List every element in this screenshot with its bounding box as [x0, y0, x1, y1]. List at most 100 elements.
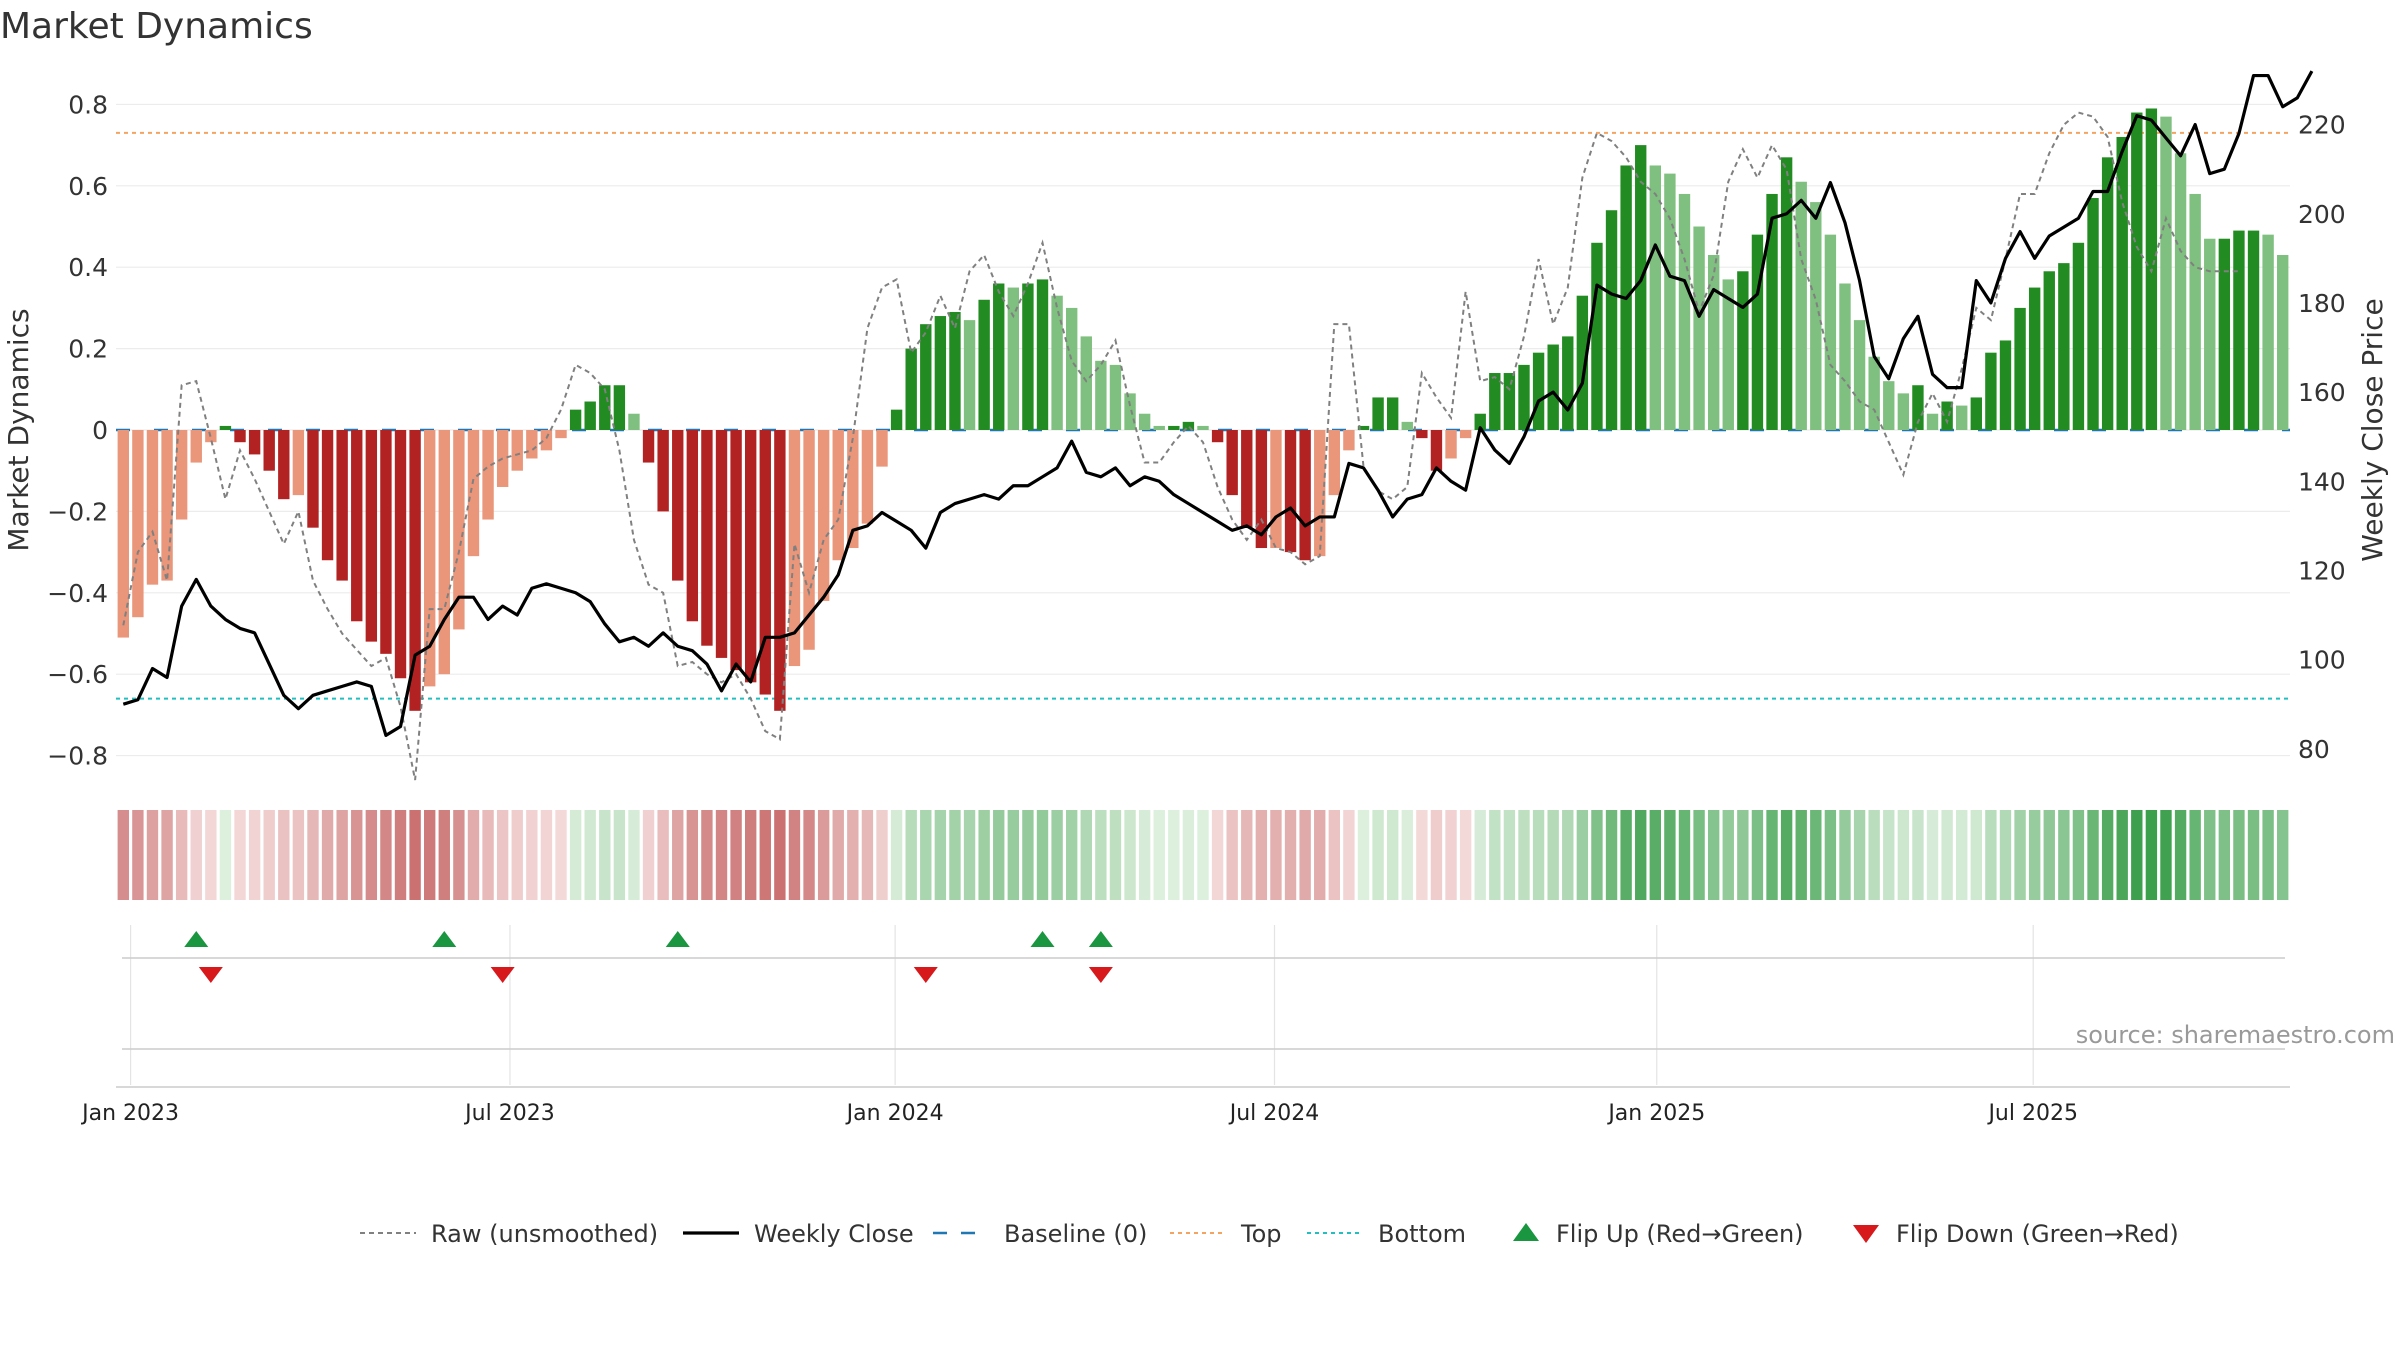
- md-bar: [146, 430, 159, 585]
- heat-cell: [190, 810, 202, 900]
- md-bar: [1737, 271, 1749, 430]
- md-bar: [1080, 336, 1092, 430]
- heat-cell: [2101, 810, 2114, 900]
- legend-label: Flip Down (Green→Red): [1896, 1220, 2179, 1248]
- md-bar: [117, 430, 129, 638]
- heat-cell: [1445, 810, 1457, 900]
- md-bar: [759, 430, 771, 695]
- md-bar: [1766, 193, 1778, 430]
- heat-cell: [2131, 810, 2143, 900]
- heat-cell: [292, 810, 305, 900]
- heat-cell: [1503, 810, 1516, 900]
- heat-cell: [642, 810, 655, 900]
- heat-cell: [438, 810, 450, 900]
- md-bar: [1314, 430, 1326, 557]
- heat-cell: [1197, 810, 1209, 900]
- x-tick-label: Jul 2025: [1986, 1101, 2078, 1126]
- heat-cell: [175, 810, 188, 900]
- md-bar: [1328, 430, 1341, 496]
- md-bar: [394, 430, 407, 679]
- heat-cell: [278, 810, 290, 900]
- md-bar: [161, 430, 173, 581]
- md-bar: [642, 430, 655, 463]
- flip-down-marker: [913, 967, 938, 983]
- md-bar: [730, 430, 742, 671]
- y2-tick-label: 200: [2298, 200, 2346, 229]
- heat-cell: [1065, 810, 1078, 900]
- md-bar: [832, 430, 844, 561]
- md-bar: [701, 430, 713, 646]
- source-note: source: sharemaestro.com: [2076, 1021, 2395, 1049]
- heat-cell: [1255, 810, 1268, 900]
- flip-down-marker: [490, 967, 515, 983]
- md-bar: [1985, 352, 1997, 430]
- md-bar: [1853, 320, 1866, 430]
- heat-cell: [1022, 810, 1034, 900]
- heat-cell: [745, 810, 757, 900]
- heat-cell: [1780, 810, 1793, 900]
- md-bar: [424, 430, 436, 687]
- heat-cell: [774, 810, 786, 900]
- md-bar: [1693, 226, 1705, 430]
- heat-cell: [832, 810, 844, 900]
- weekly-close-line: [122, 70, 2314, 738]
- md-bar: [934, 316, 947, 430]
- md-bar: [1270, 430, 1282, 549]
- y2-tick-label: 140: [2298, 467, 2346, 496]
- md-bar: [1182, 421, 1195, 430]
- heat-cell: [890, 810, 903, 900]
- legend-flip-down-swatch: [1853, 1225, 1879, 1243]
- heat-cell: [1241, 810, 1253, 900]
- heat-cell: [2262, 810, 2274, 900]
- md-bar: [1970, 397, 1982, 430]
- heat-cell: [715, 810, 728, 900]
- heat-cell: [2058, 810, 2070, 900]
- heat-cell: [1357, 810, 1370, 900]
- md-bar: [1022, 283, 1034, 430]
- md-bar: [2116, 136, 2128, 430]
- flip-markers-panel: [122, 931, 2285, 1050]
- md-bar: [1518, 364, 1530, 430]
- md-bar: [920, 324, 932, 430]
- legend-label: Bottom: [1378, 1220, 1466, 1248]
- heat-cell: [1372, 810, 1384, 900]
- heat-cell: [584, 810, 596, 900]
- y2-tick-label: 120: [2298, 556, 2346, 585]
- y-tick-label: 0: [92, 416, 108, 445]
- md-bar: [1401, 421, 1413, 430]
- y-axis-label: Market Dynamics: [2, 308, 35, 551]
- md-bar: [336, 430, 348, 581]
- md-bar: [978, 299, 990, 430]
- md-bar: [2233, 230, 2245, 430]
- md-bar: [482, 430, 494, 520]
- md-bar: [1897, 393, 1910, 430]
- md-bar: [1591, 242, 1603, 430]
- heat-cell: [2174, 810, 2187, 900]
- heat-cell: [1678, 810, 1691, 900]
- heat-cell: [1985, 810, 1997, 900]
- heat-cell: [424, 810, 436, 900]
- md-bar: [453, 430, 465, 630]
- heat-cell: [701, 810, 713, 900]
- heat-cell: [1138, 810, 1151, 900]
- heat-cell: [686, 810, 699, 900]
- md-bar: [1153, 425, 1165, 430]
- y2-tick-label: 160: [2298, 378, 2346, 407]
- md-bar: [803, 430, 815, 650]
- md-bar: [963, 320, 976, 430]
- heat-cell: [219, 810, 232, 900]
- heat-cell: [920, 810, 932, 900]
- y2-tick-label: 180: [2298, 289, 2346, 318]
- heat-cell: [394, 810, 407, 900]
- md-bar: [1357, 425, 1370, 430]
- heat-cell: [1182, 810, 1195, 900]
- md-bar: [613, 385, 626, 430]
- heat-cell: [1591, 810, 1603, 900]
- heat-cell: [628, 810, 640, 900]
- heat-cell: [1314, 810, 1326, 900]
- heat-cell: [2160, 810, 2172, 900]
- y-tick-label: 0.6: [68, 172, 108, 201]
- md-bar: [1474, 413, 1486, 430]
- heat-strip: [117, 810, 2289, 900]
- reference-lines: [116, 131, 2290, 700]
